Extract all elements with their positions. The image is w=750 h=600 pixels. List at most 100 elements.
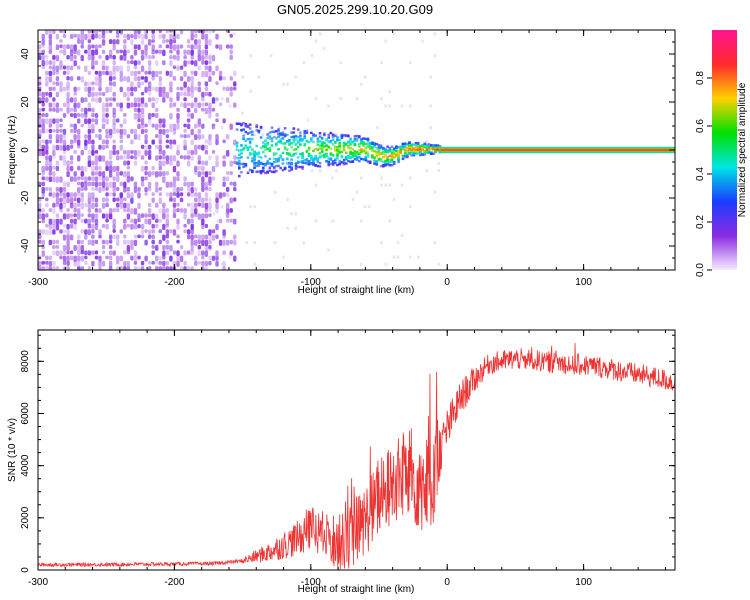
heatmap-cell	[309, 131, 313, 135]
heatmap-cell	[48, 139, 53, 144]
heatmap-cell	[87, 118, 92, 125]
heatmap-cell	[55, 33, 60, 40]
heatmap-cell	[169, 30, 173, 33]
heatmap-cell	[211, 176, 216, 181]
heatmap-cell	[388, 219, 392, 223]
heatmap-cell	[318, 147, 322, 150]
heatmap-cell	[233, 239, 237, 246]
heatmap-cell	[377, 143, 381, 147]
heatmap-cell	[333, 161, 337, 165]
heatmap-cell	[233, 160, 237, 165]
heatmap-cell	[382, 156, 385, 159]
heatmap-cell	[41, 91, 45, 98]
heatmap-cell	[108, 54, 113, 59]
heatmap-cell	[292, 138, 296, 142]
heatmap-cell	[52, 266, 56, 270]
heatmap-cell	[91, 250, 95, 255]
heatmap-cell	[388, 147, 392, 150]
heatmap-cell	[80, 213, 84, 218]
heatmap-cell	[433, 32, 437, 36]
heatmap-cell	[255, 144, 259, 148]
heatmap-cell	[240, 144, 243, 147]
heatmap-cell	[116, 165, 120, 172]
heatmap-cell	[80, 176, 84, 181]
heatmap-cell	[384, 183, 387, 187]
heatmap-cell	[147, 260, 152, 265]
heatmap-cell	[186, 113, 191, 118]
heatmap-cell	[162, 245, 166, 250]
heatmap-cell	[194, 44, 198, 50]
heatmap-cell	[285, 162, 289, 165]
heatmap-cell	[59, 192, 63, 197]
heatmap-cell	[55, 134, 60, 141]
heatmap-cell	[183, 181, 187, 187]
heatmap-cell	[208, 30, 212, 35]
x-tick-label: -200	[164, 277, 184, 288]
heatmap-cell	[208, 197, 212, 204]
heatmap-cell	[41, 218, 45, 224]
heatmap-cell	[268, 166, 272, 170]
heatmap-cell	[307, 154, 311, 157]
heatmap-cell	[133, 102, 138, 108]
heatmap-cell	[362, 137, 365, 140]
heatmap-cell	[172, 176, 177, 183]
heatmap-cell	[80, 229, 84, 234]
heatmap-cell	[204, 213, 209, 219]
heatmap-cell	[137, 60, 141, 65]
heatmap-cell	[255, 129, 259, 132]
heatmap-cell	[325, 138, 328, 141]
heatmap-cell	[438, 144, 442, 148]
x-tick-label: -300	[28, 277, 48, 288]
heatmap-cell	[116, 260, 120, 265]
heatmap-cell	[69, 197, 74, 205]
heatmap-cell	[373, 142, 376, 145]
heatmap-cell	[62, 213, 67, 220]
heatmap-cell	[215, 65, 219, 72]
x-tick-label: -100	[301, 577, 321, 588]
heatmap-cell	[52, 81, 56, 86]
heatmap-cell	[66, 165, 70, 172]
heatmap-cell	[237, 153, 241, 157]
heatmap-cell	[299, 160, 302, 163]
heatmap-cell	[382, 165, 385, 168]
heatmap-cell	[344, 162, 348, 165]
heatmap-cell	[151, 234, 155, 240]
heatmap-cell	[112, 54, 116, 60]
heatmap-cell	[119, 107, 123, 112]
heatmap-cell	[229, 208, 233, 213]
heatmap-cell	[186, 266, 191, 270]
heatmap-cell	[77, 197, 81, 204]
heatmap-cell	[318, 169, 322, 173]
heatmap-cell	[342, 158, 346, 162]
y-tick-label: 2000	[20, 506, 31, 529]
heatmap-cell	[190, 54, 194, 60]
heatmap-cell	[208, 208, 212, 212]
heatmap-cell	[390, 154, 394, 157]
heatmap-cell	[52, 245, 56, 250]
heatmap-cell	[425, 148, 429, 151]
heatmap-cell	[208, 76, 212, 83]
heatmap-cell	[73, 255, 77, 263]
colorbar-label: Normalized spectral amplitude	[737, 82, 748, 217]
heatmap-cell	[112, 81, 116, 87]
heatmap-cell	[147, 213, 152, 218]
heatmap-cell	[222, 155, 226, 160]
heatmap-cell	[172, 260, 177, 267]
heatmap-cell	[342, 144, 346, 148]
heatmap-cell	[133, 218, 138, 225]
heatmap-cell	[116, 186, 120, 192]
heatmap-cell	[66, 107, 70, 114]
heatmap-cell	[126, 160, 131, 166]
heatmap-cell	[101, 186, 106, 192]
heatmap-cell	[421, 148, 424, 151]
heatmap-cell	[94, 213, 99, 219]
heatmap-cell	[248, 145, 252, 149]
heatmap-cell	[336, 152, 339, 156]
heatmap-cell	[261, 170, 265, 173]
heatmap-cell	[183, 144, 187, 151]
heatmap-cell	[433, 190, 437, 194]
heatmap-cell	[69, 49, 74, 57]
heatmap-cell	[169, 266, 173, 270]
heatmap-cell	[105, 144, 109, 149]
heatmap-cell	[305, 159, 309, 163]
